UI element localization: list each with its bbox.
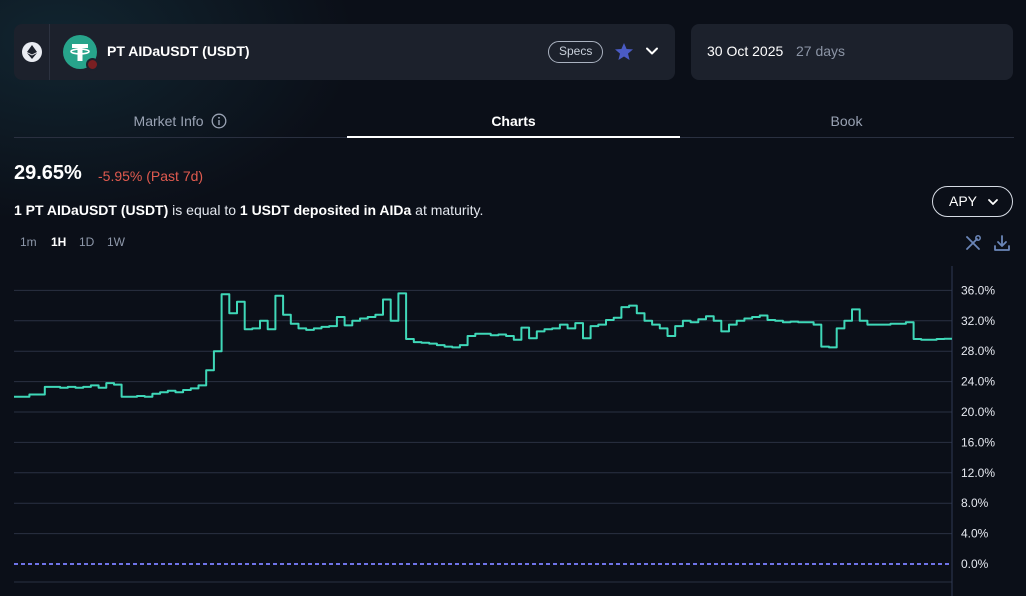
info-icon[interactable]: [211, 109, 227, 129]
chevron-down-icon[interactable]: [644, 43, 660, 59]
chart-tools-icon[interactable]: [964, 234, 982, 252]
equiv-suffix: at maturity.: [411, 202, 484, 218]
interval-1m[interactable]: 1m: [20, 235, 37, 249]
tab-book-label: Book: [830, 113, 863, 129]
ethereum-icon: [21, 42, 42, 62]
days-remaining: 27 days: [796, 43, 846, 59]
tab-market-info[interactable]: Market Info: [14, 106, 347, 138]
y-tick-label: 20.0%: [961, 405, 995, 419]
tab-charts[interactable]: Charts: [347, 106, 680, 138]
chart-grid: [14, 289, 952, 583]
interval-1d[interactable]: 1D: [79, 235, 95, 249]
equiv-prefix: 1 PT AIDaUSDT (USDT): [14, 202, 169, 218]
chart-series: [14, 292, 952, 398]
chain-selector[interactable]: [14, 24, 50, 80]
equiv-amount: 1 USDT deposited in AIDa: [239, 202, 412, 218]
equivalence-statement: 1 PT AIDaUSDT (USDT) is equal to 1 USDT …: [14, 202, 483, 218]
y-tick-label: 12.0%: [961, 466, 995, 480]
chevron-down-icon: [988, 199, 998, 205]
y-tick-label: 0.0%: [961, 557, 989, 571]
maturity-selector[interactable]: 30 Oct 2025 27 days: [691, 24, 1013, 80]
apy-change-7d: -5.95% (Past 7d): [98, 168, 204, 184]
y-tick-label: 28.0%: [961, 344, 995, 358]
protocol-badge-icon: [86, 58, 99, 71]
apy-series-line: [14, 292, 952, 398]
interval-1w[interactable]: 1W: [107, 235, 125, 249]
apy-chart[interactable]: 0.0% 4.0% 8.0% 12.0% 16.0% 20.0% 24.0% 28.0% 32.…: [14, 266, 1014, 596]
maturity-date: 30 Oct 2025: [707, 43, 784, 59]
metric-dropdown[interactable]: APY: [932, 186, 1013, 217]
tab-book[interactable]: Book: [680, 106, 1013, 138]
y-tick-label: 4.0%: [961, 527, 989, 541]
y-axis-ticks: 0.0% 4.0% 8.0% 12.0% 16.0% 20.0% 24.0% 28.0% 32.…: [961, 283, 995, 571]
market-name: PT AIDaUSDT (USDT): [107, 43, 250, 59]
tab-bar: Market Info Charts Book: [14, 106, 1014, 138]
equiv-mid: is equal to: [168, 202, 240, 218]
interval-1h[interactable]: 1H: [51, 235, 67, 249]
y-tick-label: 24.0%: [961, 375, 995, 389]
tether-icon: [63, 35, 99, 71]
favorite-star-icon[interactable]: [614, 42, 634, 62]
y-tick-label: 32.0%: [961, 314, 995, 328]
y-tick-label: 8.0%: [961, 496, 989, 510]
download-icon[interactable]: [993, 234, 1011, 252]
tab-charts-label: Charts: [491, 113, 536, 129]
y-tick-label: 36.0%: [961, 283, 995, 297]
market-selector[interactable]: PT AIDaUSDT (USDT) Specs: [14, 24, 675, 80]
current-apy: 29.65%: [14, 162, 82, 184]
metric-dropdown-value: APY: [949, 193, 978, 209]
tab-market-info-label: Market Info: [133, 113, 204, 129]
y-tick-label: 16.0%: [961, 435, 995, 449]
specs-button[interactable]: Specs: [548, 41, 604, 63]
